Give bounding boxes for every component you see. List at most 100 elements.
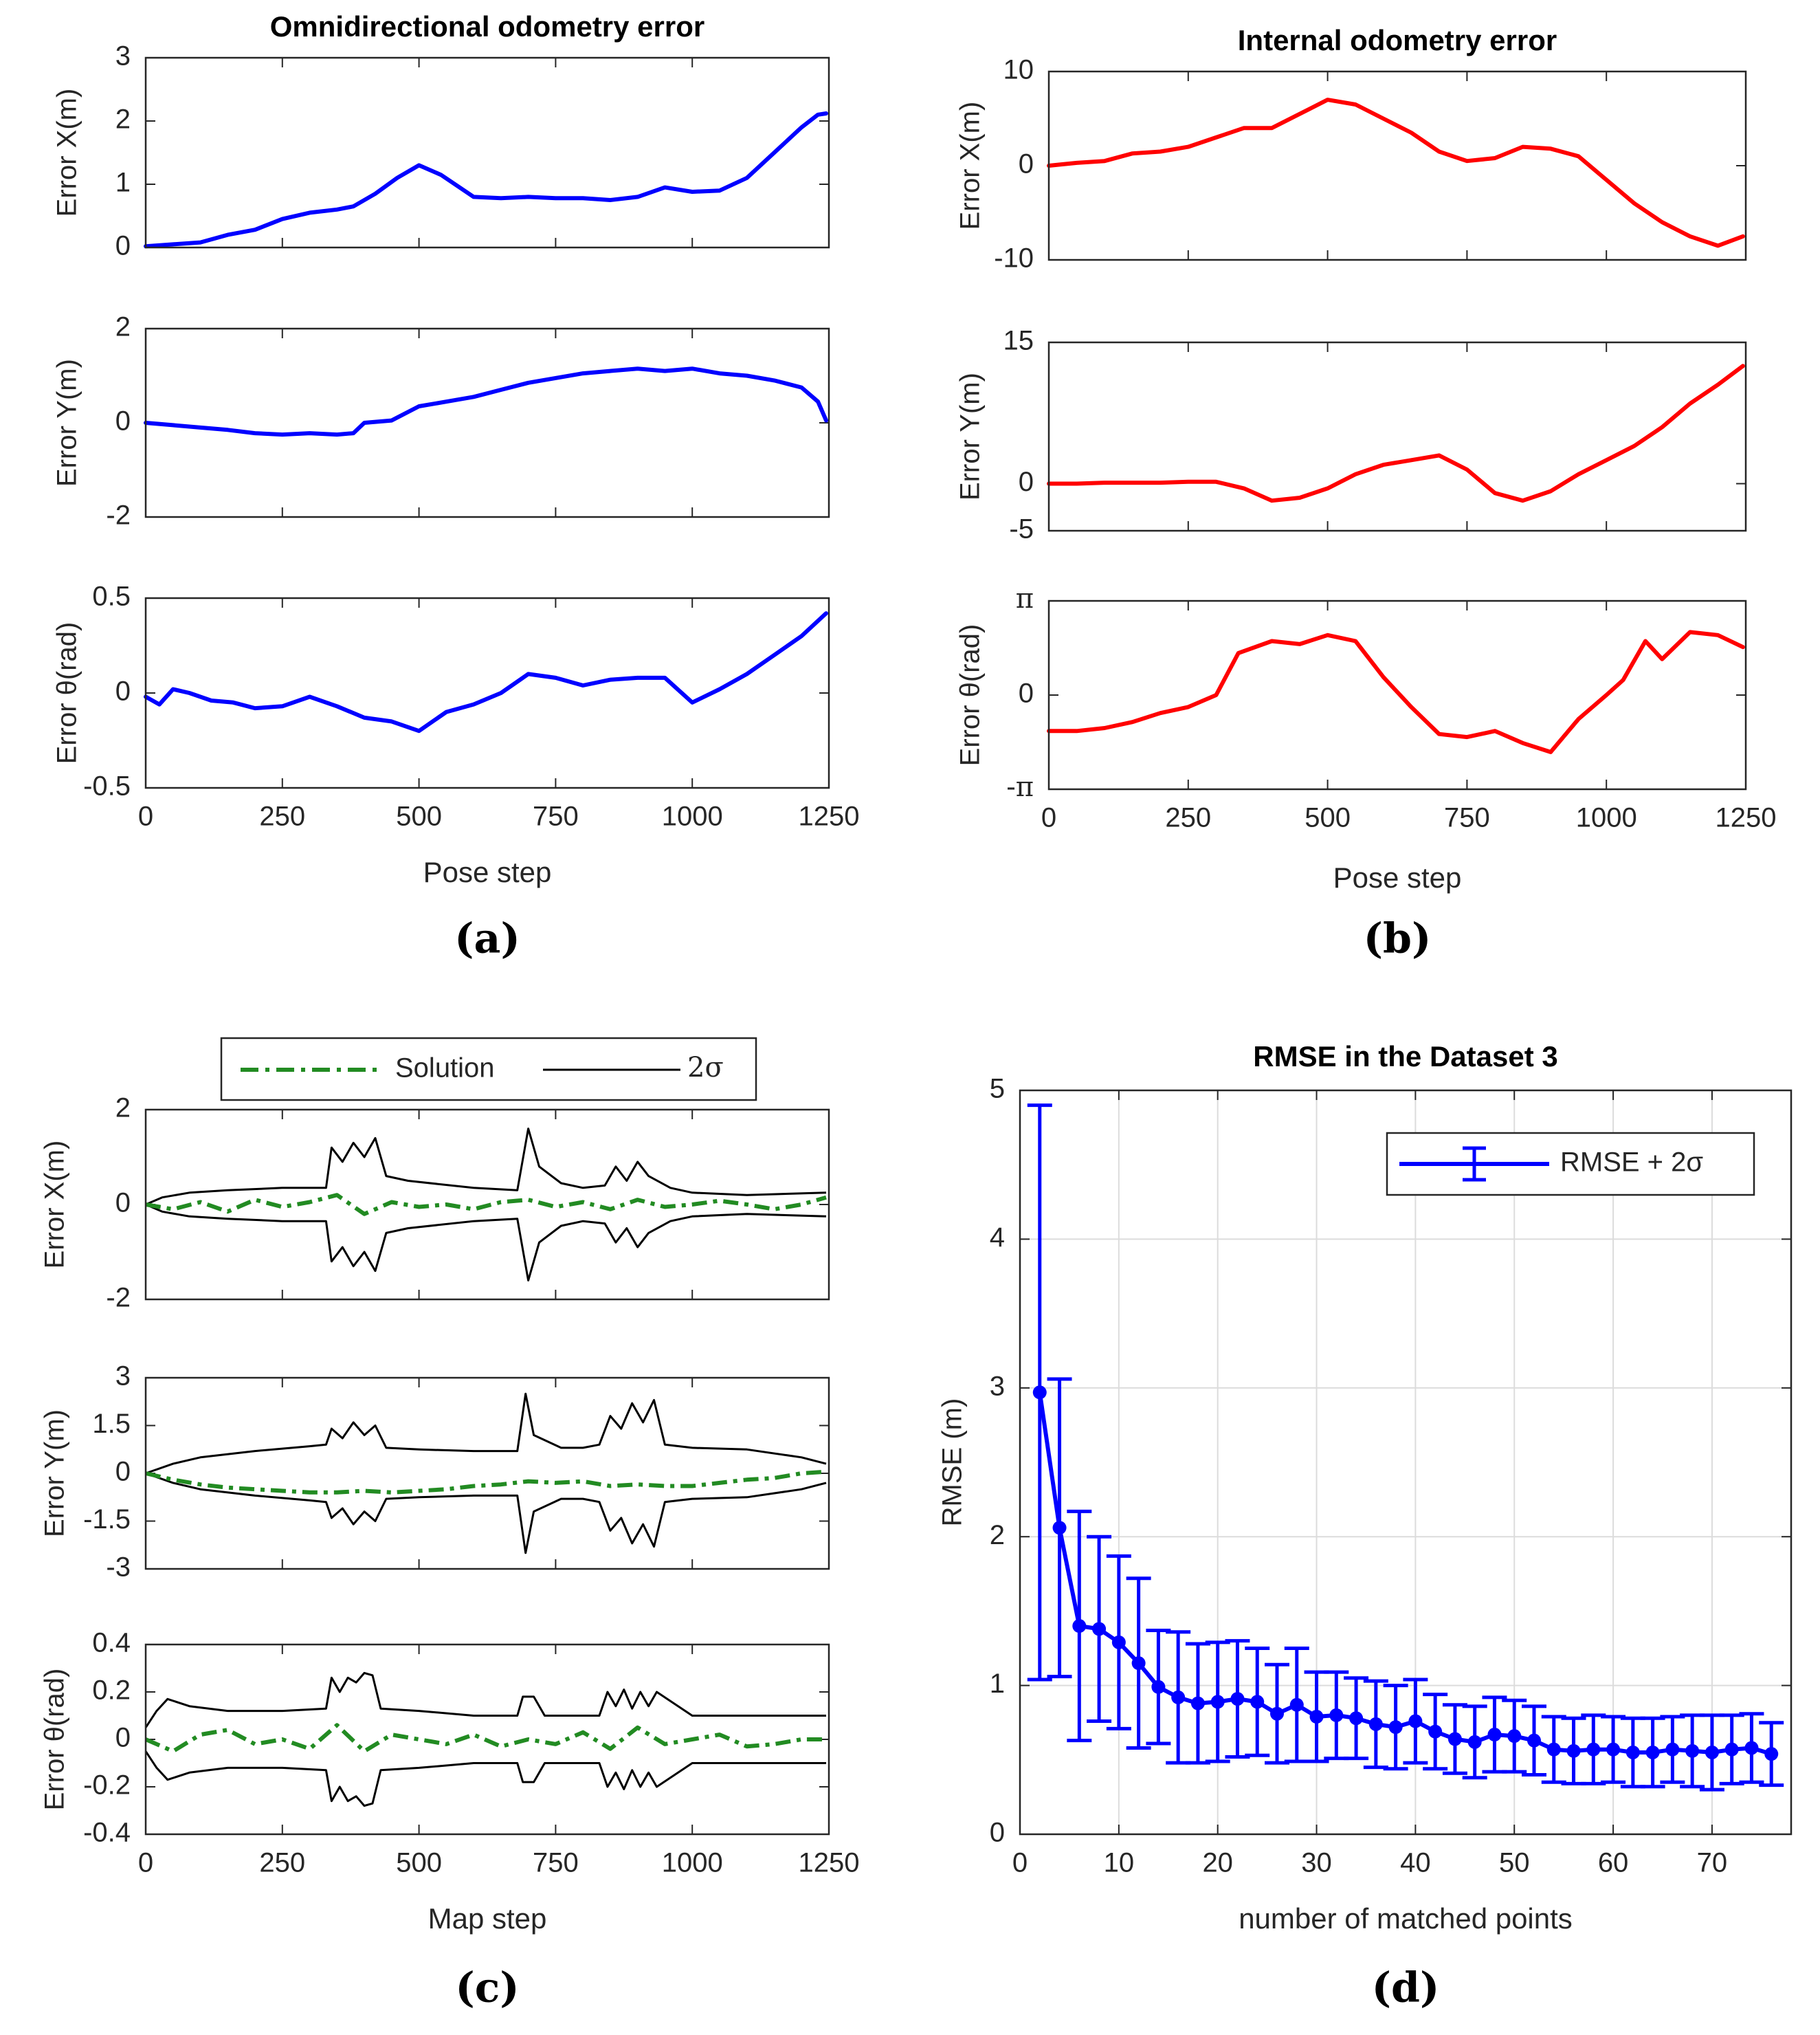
- series-line: [144, 366, 828, 437]
- plot-frame: [144, 56, 830, 249]
- x-axis-label: number of matched points: [1239, 1902, 1573, 1935]
- y-tick-label: 0: [115, 231, 131, 261]
- y-tick-label: -0.4: [83, 1818, 131, 1848]
- y-tick-label: 0: [1019, 467, 1034, 497]
- y-tick-label: 3: [990, 1371, 1005, 1401]
- x-tick-label: 0: [138, 1848, 153, 1878]
- x-tick-label: 750: [533, 1848, 579, 1878]
- y-tick-label: 0: [1019, 149, 1034, 179]
- x-tick-label: 1250: [799, 802, 860, 832]
- y-tick-label: π: [1016, 583, 1034, 615]
- plot-background: [1049, 342, 1746, 531]
- rmse-point: [1665, 1742, 1680, 1757]
- plot-frame: [1019, 1089, 1793, 1836]
- y-axis-label: Error Y(m): [40, 1409, 70, 1537]
- legend-solution-label: Solution: [395, 1053, 495, 1084]
- x-tick-label: 500: [1305, 803, 1351, 833]
- x-tick-label: 0: [1012, 1848, 1028, 1878]
- y-axis-label: Error X(m): [52, 89, 82, 217]
- sigma-upper-line: [145, 1392, 827, 1475]
- chart-title: Omnidirectional odometry error: [270, 10, 704, 43]
- plot-frame: [1047, 341, 1747, 532]
- y-tick-label: -0.2: [83, 1770, 131, 1801]
- y-axis-label: Error Y(m): [955, 373, 986, 500]
- plot-frame: [144, 1643, 830, 1836]
- x-tick-label: 500: [396, 802, 442, 832]
- panel-label: (b): [1364, 915, 1432, 963]
- plot-background: [1049, 72, 1746, 260]
- x-axis-label: Pose step: [423, 856, 552, 888]
- legend: [220, 1037, 757, 1101]
- chart-title: Internal odometry error: [1238, 24, 1557, 56]
- x-tick-label: 250: [1165, 803, 1211, 833]
- rmse-point: [1744, 1741, 1759, 1755]
- y-tick-label: 2: [115, 1093, 131, 1123]
- rmse-point: [1131, 1656, 1146, 1671]
- y-tick-label: 0: [115, 406, 131, 437]
- x-tick-label: 20: [1202, 1848, 1233, 1878]
- y-axis-label: Error θ(rad): [40, 1669, 70, 1811]
- solution-line: [145, 1469, 827, 1495]
- rmse-point: [1349, 1711, 1364, 1726]
- rmse-point: [1685, 1744, 1700, 1758]
- y-tick-label: -0.5: [83, 771, 131, 802]
- rmse-point: [1092, 1622, 1107, 1636]
- rmse-point: [1052, 1521, 1067, 1535]
- y-tick-label: -2: [106, 1283, 131, 1313]
- y-tick-label: 0: [1019, 679, 1034, 709]
- sigma-upper-line: [144, 1671, 826, 1728]
- y-tick-label: 0.4: [92, 1628, 131, 1658]
- series-line: [1047, 630, 1745, 754]
- rmse-point: [1408, 1714, 1423, 1728]
- rmse-point: [1606, 1742, 1621, 1757]
- y-tick-label: 2: [990, 1520, 1005, 1550]
- x-tick-label: 0: [1041, 803, 1056, 833]
- rmse-point: [1724, 1742, 1739, 1757]
- rmse-point: [1625, 1745, 1640, 1759]
- series-line: [144, 111, 828, 249]
- plot-background: [146, 329, 829, 517]
- y-tick-label: 10: [1003, 55, 1034, 85]
- y-tick-label: 4: [990, 1222, 1005, 1253]
- rmse-point: [1190, 1696, 1205, 1710]
- rmse-point: [1072, 1619, 1087, 1634]
- rmse-point: [1705, 1745, 1719, 1759]
- y-tick-label: 2: [115, 104, 131, 135]
- chart-title: RMSE in the Dataset 3: [1253, 1040, 1557, 1072]
- x-tick-label: 1000: [662, 802, 723, 832]
- rmse-point: [1566, 1744, 1581, 1758]
- rmse-point: [1151, 1680, 1166, 1694]
- rmse-point: [1527, 1733, 1541, 1748]
- plot-background: [146, 58, 829, 248]
- y-tick-label: 0.2: [92, 1675, 131, 1706]
- y-tick-label: 1: [115, 168, 131, 198]
- y-axis-label: Error Y(m): [52, 359, 82, 487]
- x-tick-label: 250: [259, 802, 305, 832]
- y-axis-label: Error X(m): [40, 1141, 70, 1269]
- y-tick-label: 1: [990, 1669, 1005, 1699]
- legend-sigma-label: 2σ: [687, 1052, 724, 1084]
- series-line: [1047, 98, 1745, 248]
- rmse-point: [1507, 1729, 1522, 1744]
- rmse-point: [1645, 1745, 1660, 1759]
- rmse-point: [1171, 1690, 1186, 1704]
- panel-label: (a): [454, 915, 520, 963]
- x-tick-label: 10: [1104, 1848, 1135, 1878]
- legend-label: RMSE + 2σ: [1560, 1147, 1703, 1178]
- plot-background: [1020, 1090, 1791, 1834]
- y-axis-label: Error θ(rad): [52, 622, 82, 764]
- y-tick-label: -2: [106, 500, 131, 531]
- x-tick-label: 1250: [799, 1848, 860, 1878]
- rmse-point: [1032, 1385, 1047, 1400]
- rmse-point: [1487, 1728, 1502, 1742]
- y-tick-label: -5: [1009, 514, 1034, 544]
- sigma-lower-line: [145, 1203, 827, 1282]
- series-line: [1047, 364, 1745, 503]
- rmse-point: [1428, 1724, 1443, 1739]
- y-tick-label: 5: [990, 1074, 1005, 1104]
- rmse-point: [1546, 1742, 1561, 1757]
- x-tick-label: 30: [1301, 1848, 1332, 1878]
- sigma-lower-line: [145, 1472, 827, 1554]
- x-tick-label: 750: [533, 802, 579, 832]
